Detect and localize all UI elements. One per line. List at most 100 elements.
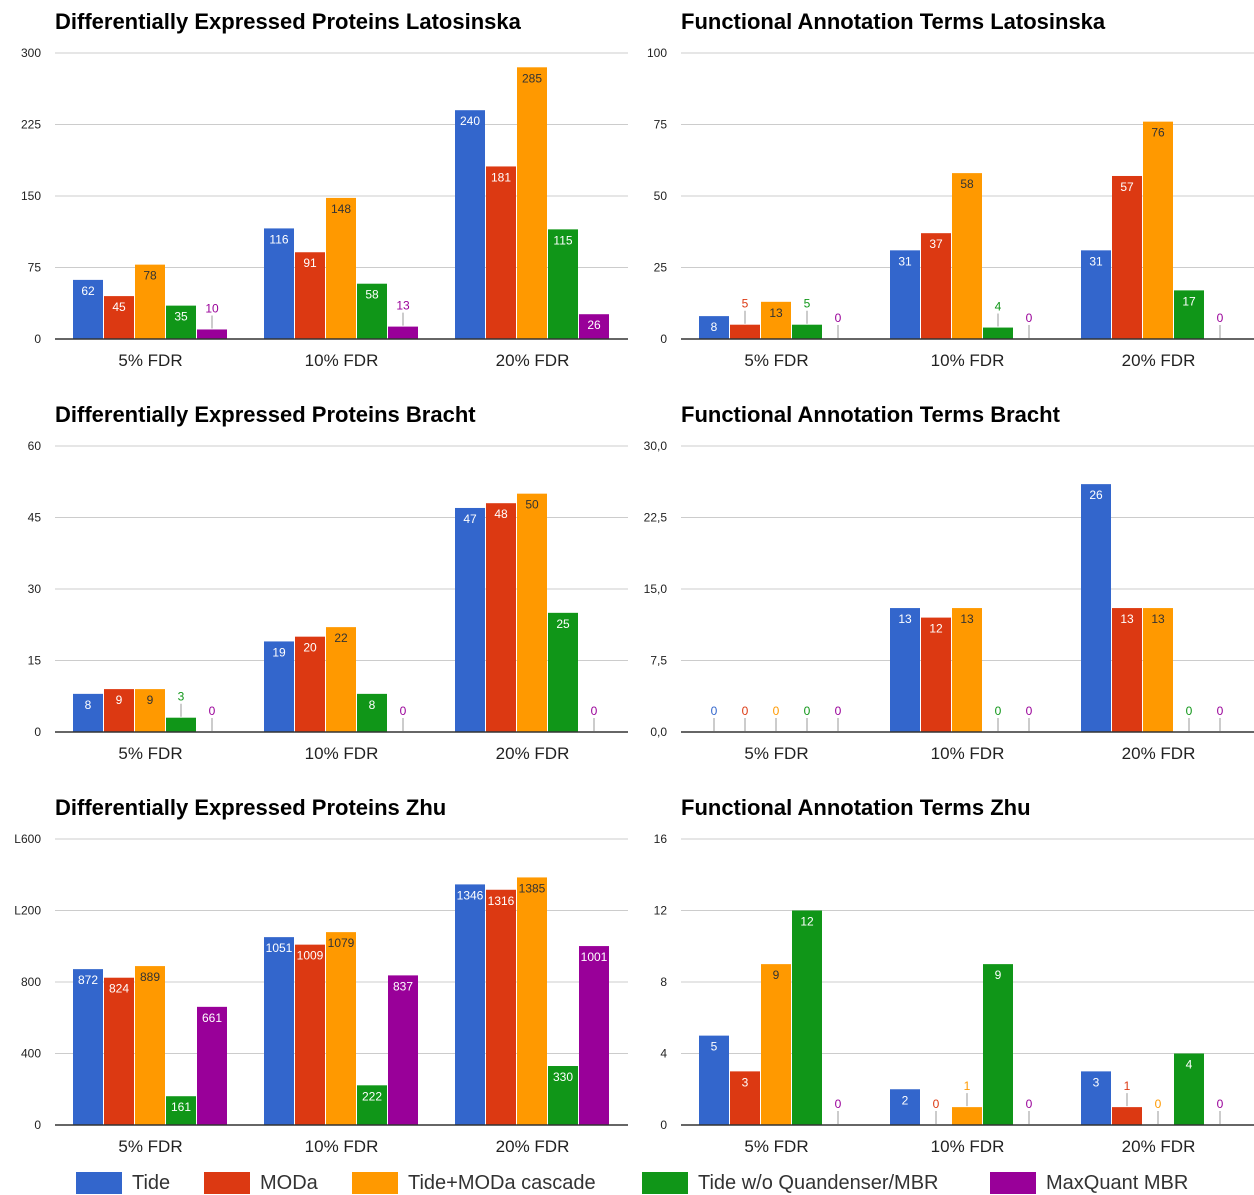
bar [486, 166, 516, 339]
data-label: 9 [773, 968, 780, 982]
data-label: 20 [303, 641, 317, 655]
data-label: 3 [742, 1075, 749, 1089]
data-label: 1 [1124, 1079, 1131, 1093]
bar [486, 503, 516, 732]
y-tick-label: 30 [28, 582, 42, 596]
data-label: 8 [711, 320, 718, 334]
chart-title: Functional Annotation Terms Zhu [681, 795, 1031, 820]
y-tick-label: 0,0 [650, 725, 667, 739]
bar [890, 250, 920, 339]
bar [890, 1089, 920, 1125]
data-label: 1 [964, 1079, 971, 1093]
x-category-label: 5% FDR [744, 351, 808, 370]
data-label: 0 [804, 704, 811, 718]
bar [326, 627, 356, 732]
legend-label-cascade: Tide+MODa cascade [408, 1171, 596, 1194]
data-label: 1051 [266, 941, 293, 955]
bar [517, 493, 547, 732]
data-label: 0 [835, 1097, 842, 1111]
y-tick-label: L600 [14, 832, 41, 846]
bar [1112, 175, 1142, 339]
data-label: 0 [835, 311, 842, 325]
y-tick-label: 50 [654, 189, 668, 203]
y-tick-label: 800 [21, 975, 41, 989]
legend-swatch-tide-no-mbr [642, 1172, 688, 1194]
data-label: 35 [174, 310, 188, 324]
bar [388, 975, 418, 1125]
bar [455, 884, 485, 1125]
bar [388, 326, 418, 339]
y-tick-label: 30,0 [644, 439, 668, 453]
y-tick-label: 75 [28, 261, 42, 275]
legend-item-moda: MODa [204, 1172, 318, 1194]
bar [699, 316, 729, 339]
x-category-label: 10% FDR [305, 744, 379, 763]
bar [1112, 1107, 1142, 1125]
data-label: 57 [1120, 180, 1134, 194]
data-label: 13 [960, 612, 974, 626]
chart-panel-1: Differentially Expressed Proteins Latosi… [21, 9, 628, 370]
bar [1143, 608, 1173, 732]
bar [486, 889, 516, 1125]
data-label: 31 [898, 254, 912, 268]
data-label: 0 [742, 704, 749, 718]
data-label: 1079 [328, 936, 355, 950]
y-tick-label: 400 [21, 1047, 41, 1061]
data-label: 4 [995, 300, 1002, 314]
y-tick-label: 22,5 [644, 511, 668, 525]
bar [1143, 121, 1173, 339]
bar [792, 324, 822, 339]
bar [104, 977, 134, 1125]
data-label: 1009 [297, 949, 324, 963]
bar [983, 327, 1013, 339]
bar [455, 110, 485, 339]
data-label: 48 [494, 507, 508, 521]
bar [921, 617, 951, 732]
x-category-label: 5% FDR [118, 744, 182, 763]
data-label: 1385 [519, 881, 546, 895]
legend-swatch-maxquant [990, 1172, 1036, 1194]
legend-item-tide: Tide [76, 1172, 170, 1194]
data-label: 837 [393, 979, 413, 993]
bar [166, 1096, 196, 1125]
chart-panel-6: Functional Annotation Terms Zhu048121653… [654, 795, 1254, 1156]
data-label: 26 [587, 318, 601, 332]
x-category-label: 10% FDR [305, 1137, 379, 1156]
data-label: 0 [1026, 1097, 1033, 1111]
bar [357, 693, 387, 732]
y-tick-label: 45 [28, 511, 42, 525]
x-category-label: 20% FDR [496, 1137, 570, 1156]
data-label: 0 [835, 704, 842, 718]
y-tick-label: L200 [14, 904, 41, 918]
bar [699, 1035, 729, 1125]
data-label: 872 [78, 973, 98, 987]
data-label: 13 [769, 306, 783, 320]
data-label: 13 [1120, 612, 1134, 626]
data-label: 50 [525, 498, 539, 512]
legend-item-maxquant: MaxQuant MBR [990, 1172, 1188, 1194]
bar [548, 1066, 578, 1125]
data-label: 8 [85, 698, 92, 712]
bar [264, 641, 294, 732]
data-label: 1346 [457, 888, 484, 902]
x-category-label: 10% FDR [931, 1137, 1005, 1156]
data-label: 181 [491, 170, 511, 184]
y-tick-label: 225 [21, 118, 41, 132]
legend-swatch-tide [76, 1172, 122, 1194]
bar [197, 1006, 227, 1125]
y-tick-label: 75 [654, 118, 668, 132]
bar [1081, 484, 1111, 732]
bar [548, 612, 578, 732]
bar [295, 944, 325, 1125]
bar [517, 67, 547, 340]
data-label: 9 [116, 693, 123, 707]
data-label: 78 [143, 269, 157, 283]
legend: Tide MODa Tide+MODa cascade Tide w/o Qua… [0, 1168, 1254, 1195]
data-label: 13 [396, 299, 410, 313]
x-category-label: 10% FDR [931, 744, 1005, 763]
chart-panel-5: Differentially Expressed Proteins Zhu 0 40… [14, 795, 628, 1156]
bar [730, 1071, 760, 1125]
y-tick-label: 25 [654, 261, 668, 275]
y-tick-label: 15 [28, 654, 42, 668]
